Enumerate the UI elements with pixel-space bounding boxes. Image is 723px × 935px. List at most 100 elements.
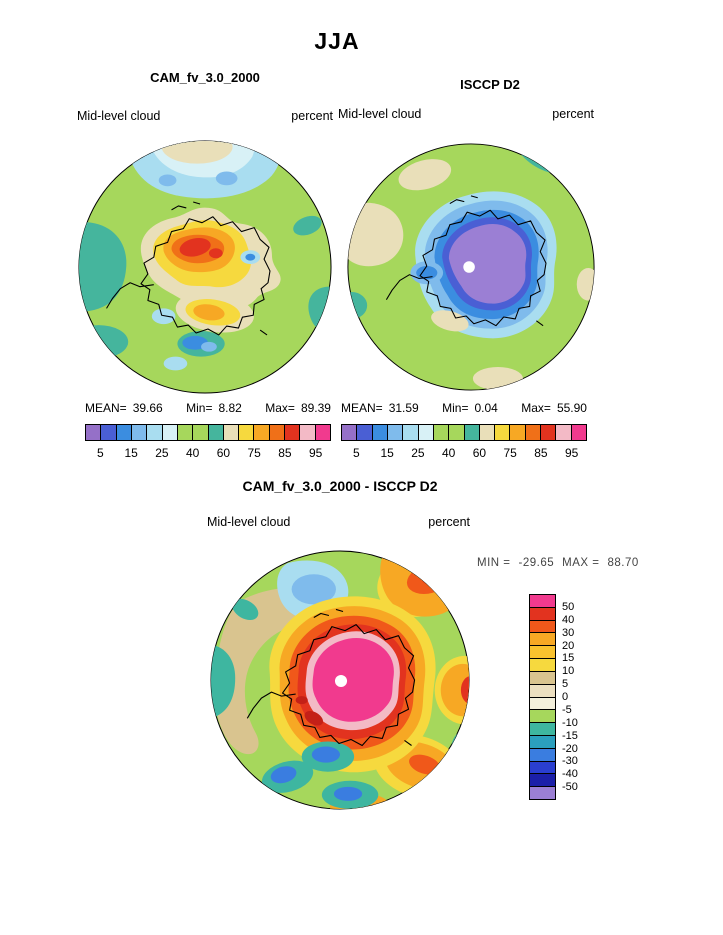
cam-stats-row: MEAN= 39.66 Min= 8.82 Max= 89.39: [85, 401, 331, 415]
diff-colorbar: [529, 594, 556, 800]
colorbar-segment: [530, 633, 555, 647]
colorbar-segment: [86, 425, 102, 440]
colorbar-segment: [530, 671, 555, 685]
colorbar-segment: [269, 425, 286, 440]
cam-min-value: 8.82: [218, 401, 242, 415]
colorbar-segment: [177, 425, 194, 440]
colorbar-tick-label: 25: [155, 446, 169, 460]
cam-field-label: Mid-level cloud: [77, 109, 161, 123]
colorbar-segment: [131, 425, 148, 440]
colorbar-tick-label: 75: [503, 446, 517, 460]
diff-panel-title: CAM_fv_3.0_2000 - ISCCP D2: [242, 478, 438, 494]
cam-map: [78, 140, 332, 394]
colorbar-segment: [495, 425, 511, 440]
diff-min-value: -29.65: [518, 557, 555, 569]
colorbar-tick-label: 5: [353, 446, 360, 460]
colorbar-segment: [193, 425, 209, 440]
diff-max-label: MAX =: [562, 557, 600, 569]
colorbar-boundary-label: 20: [562, 639, 575, 652]
isccp-map: [347, 143, 595, 391]
colorbar-tick-label: 15: [380, 446, 394, 460]
colorbar-boundary-label: -15: [562, 729, 578, 742]
colorbar-segment: [372, 425, 388, 440]
cam-max-value: 89.39: [300, 401, 331, 415]
colorbar-segment: [300, 425, 316, 440]
diff-colorbar-labels: 50 40 30 20 15 10 5 0 -5 -10 -15 -20 -30 -40 -50: [562, 594, 598, 800]
colorbar-segment: [525, 425, 542, 440]
isccp-colorbar: [341, 424, 587, 441]
colorbar-boundary-label: -50: [562, 781, 578, 794]
colorbar-segment: [530, 748, 555, 762]
colorbar-segment: [162, 425, 178, 440]
isccp-min-label: Min=: [442, 401, 469, 415]
pole-hole-dot: [334, 674, 348, 688]
colorbar-segment: [116, 425, 132, 440]
colorbar-boundary-label: -40: [562, 768, 578, 781]
colorbar-segment: [510, 425, 526, 440]
colorbar-segment: [571, 425, 586, 440]
isccp-colorbar-ticks: 5 15 25 40 60 75 85 95: [341, 446, 587, 461]
isccp-panel-title: ISCCP D2: [460, 77, 520, 92]
colorbar-segment: [541, 425, 557, 440]
colorbar-segment: [530, 723, 555, 736]
diff-stats-row: MIN = -29.65 MAX = 88.70: [477, 557, 639, 569]
cam-max-label: Max=: [265, 401, 295, 415]
diff-field-label: Mid-level cloud: [207, 515, 291, 529]
isccp-field-row: Mid-level cloud percent: [338, 107, 594, 121]
isccp-units-label: percent: [552, 107, 594, 121]
colorbar-segment: [208, 425, 224, 440]
colorbar-segment: [530, 607, 555, 621]
colorbar-segment: [418, 425, 434, 440]
cam-colorbar-ticks: 5 15 25 40 60 75 85 95: [85, 446, 331, 461]
diff-max-value: 88.70: [607, 557, 639, 569]
colorbar-tick-label: 60: [472, 446, 487, 460]
colorbar-segment: [464, 425, 480, 440]
cam-field-row: Mid-level cloud percent: [77, 109, 333, 123]
colorbar-segment: [357, 425, 373, 440]
colorbar-boundary-label: 40: [562, 613, 575, 626]
colorbar-tick-label: 25: [411, 446, 425, 460]
colorbar-boundary-label: 50: [562, 600, 575, 613]
colorbar-segment: [530, 774, 555, 788]
colorbar-segment: [530, 659, 555, 672]
diff-field-row: Mid-level cloud percent: [207, 515, 470, 529]
colorbar-segment: [530, 595, 555, 608]
colorbar-tick-label: 60: [216, 446, 231, 460]
colorbar-tick-label: 85: [534, 446, 548, 460]
diff-min-label: MIN =: [477, 557, 511, 569]
colorbar-boundary-label: -10: [562, 716, 578, 729]
cam-units-label: percent: [291, 109, 333, 123]
colorbar-boundary-label: 10: [562, 665, 575, 678]
colorbar-segment: [147, 425, 163, 440]
colorbar-tick-label: 15: [124, 446, 138, 460]
colorbar-boundary-label: 30: [562, 626, 575, 639]
colorbar-segment: [223, 425, 240, 440]
colorbar-boundary-label: -20: [562, 742, 578, 755]
colorbar-segment: [449, 425, 465, 440]
colorbar-boundary-label: 0: [562, 691, 569, 703]
cam-min-label: Min=: [186, 401, 213, 415]
isccp-max-label: Max=: [521, 401, 551, 415]
isccp-mean-value: 31.59: [388, 401, 419, 415]
colorbar-tick-label: 95: [308, 446, 323, 460]
colorbar-boundary-label: -5: [562, 703, 572, 716]
colorbar-tick-label: 40: [441, 446, 456, 460]
colorbar-segment: [530, 646, 555, 660]
colorbar-tick-label: 40: [185, 446, 200, 460]
cam-colorbar: [85, 424, 331, 441]
colorbar-segment: [387, 425, 404, 440]
colorbar-segment: [530, 710, 555, 724]
colorbar-tick-label: 5: [97, 446, 104, 460]
isccp-stats-row: MEAN= 31.59 Min= 0.04 Max= 55.90: [341, 401, 587, 415]
colorbar-segment: [254, 425, 270, 440]
diff-units-label: percent: [428, 515, 470, 529]
colorbar-segment: [479, 425, 496, 440]
isccp-mean-label: MEAN=: [341, 401, 383, 415]
colorbar-boundary-label: 15: [562, 652, 575, 665]
colorbar-segment: [530, 761, 555, 775]
colorbar-tick-label: 75: [247, 446, 261, 460]
colorbar-segment: [433, 425, 450, 440]
colorbar-segment: [556, 425, 572, 440]
colorbar-boundary-label: -30: [562, 755, 578, 768]
